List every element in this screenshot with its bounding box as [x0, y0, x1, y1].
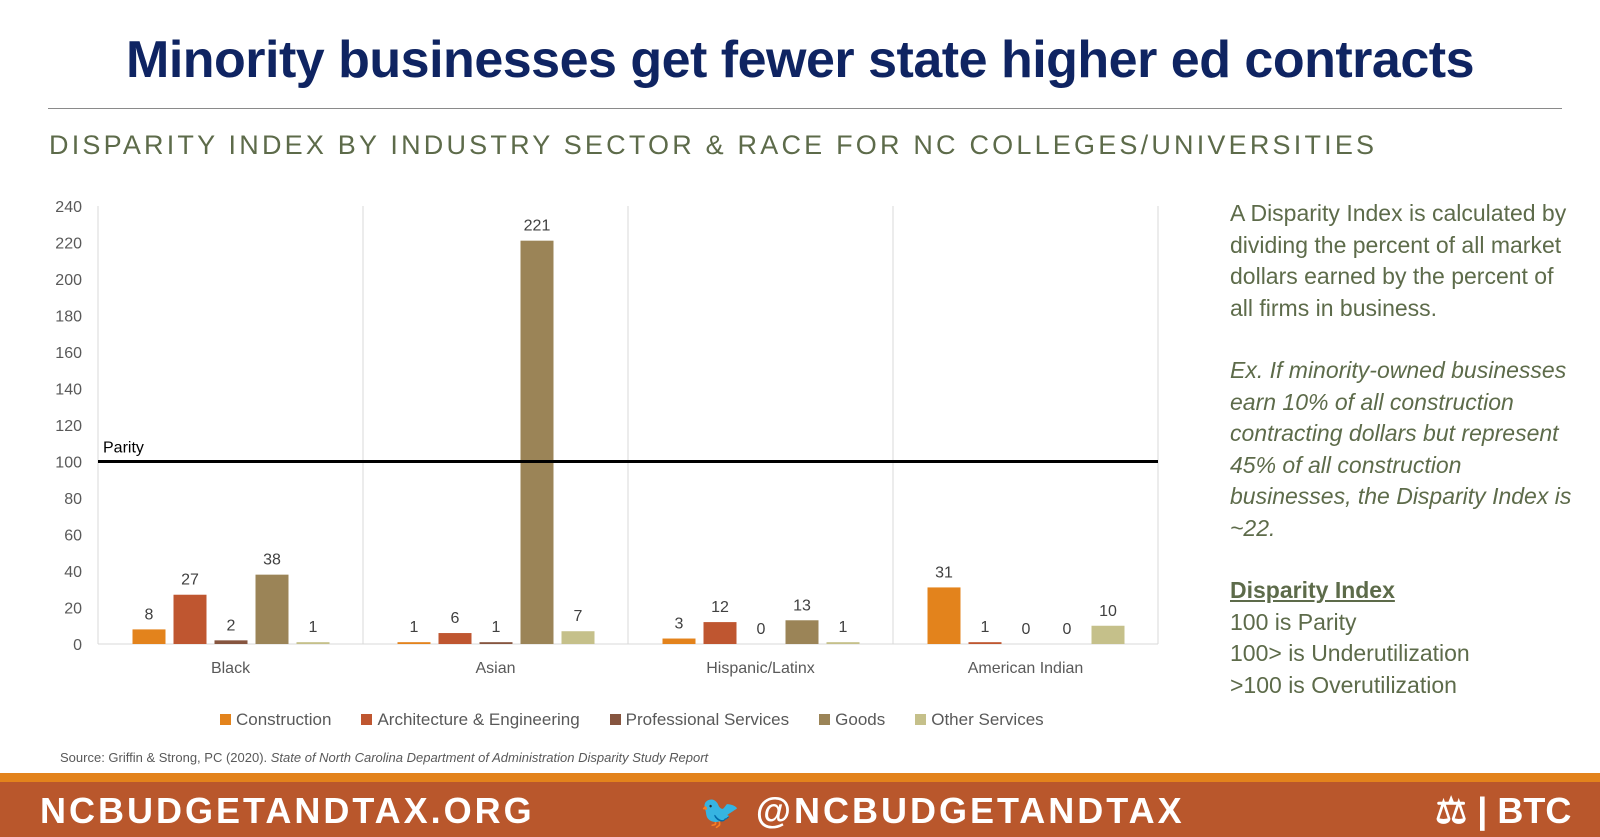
legend-item: Construction [220, 710, 331, 730]
source-title: State of North Carolina Department of Ad… [270, 750, 709, 765]
y-tick-label: 140 [55, 382, 82, 399]
y-tick-label: 180 [55, 309, 82, 326]
legend-label: Goods [835, 710, 886, 729]
bar [1091, 625, 1125, 644]
bar-chart: 020406080100120140160180200220240Black82… [55, 199, 1159, 677]
bar [968, 642, 1002, 644]
data-label: 8 [145, 606, 154, 623]
data-label: 0 [757, 621, 766, 638]
bar [255, 574, 289, 644]
page-title: Minority businesses get fewer state high… [126, 31, 1475, 89]
legend-item: Architecture & Engineering [361, 710, 580, 730]
key-line: >100 is Overutilization [1230, 671, 1457, 698]
legend-swatch [220, 714, 231, 725]
footer-bar: NCBUDGETANDTAX.ORG 🐦 @NCBUDGETANDTAX ⚖ |… [0, 782, 1600, 837]
bar [214, 640, 248, 644]
y-tick-label: 80 [64, 491, 82, 508]
legend-item: Goods [819, 710, 885, 730]
legend-swatch [361, 714, 373, 725]
key-heading: Disparity Index [1230, 577, 1395, 603]
y-tick-label: 220 [55, 236, 82, 253]
data-label: 1 [492, 619, 501, 636]
legend-label: Construction [236, 710, 332, 729]
logo-text: BTC [1497, 790, 1572, 831]
footer-stripe [0, 773, 1600, 782]
chart-legend: Construction Architecture & Engineering Pr… [220, 710, 1044, 730]
legend-label: Professional Services [625, 710, 790, 729]
legend-item: Other Services [915, 710, 1044, 730]
key-line: 100 is Parity [1230, 608, 1357, 635]
y-tick-label: 160 [55, 345, 82, 362]
bar [703, 622, 737, 644]
twitter-icon: 🐦 [700, 794, 743, 830]
data-label: 1 [410, 619, 419, 636]
bar [296, 642, 330, 644]
data-label: 10 [1099, 603, 1117, 620]
data-label: 13 [793, 597, 811, 614]
bar [520, 240, 554, 645]
legend-label: Other Services [931, 710, 1044, 729]
data-label: 0 [1063, 621, 1072, 638]
y-tick-label: 120 [55, 418, 82, 435]
data-label: 6 [451, 610, 460, 627]
data-label: 38 [263, 552, 281, 569]
chart-subtitle: DISPARITY INDEX BY INDUSTRY SECTOR & RAC… [49, 130, 1378, 160]
bar [561, 631, 595, 644]
source-text: Source: Griffin & Strong, PC (2020). [60, 750, 271, 765]
y-tick-label: 240 [55, 199, 82, 216]
data-label: 27 [181, 572, 199, 589]
bar [438, 633, 472, 644]
definition-text: A Disparity Index is calculated by divid… [1230, 200, 1567, 321]
y-tick-label: 0 [73, 637, 82, 654]
y-tick-label: 20 [64, 601, 82, 618]
legend-swatch [819, 714, 831, 725]
data-label: 3 [675, 616, 684, 633]
website-link[interactable]: NCBUDGETANDTAX.ORG [40, 790, 535, 831]
data-label: 7 [574, 608, 583, 625]
data-label: 1 [981, 619, 990, 636]
twitter-text: @NCBUDGETANDTAX [755, 790, 1185, 831]
x-tick-label: Black [211, 660, 251, 677]
data-label: 1 [839, 619, 848, 636]
y-tick-label: 100 [55, 455, 82, 472]
explanation-panel: A Disparity Index is calculated by divid… [1230, 198, 1575, 701]
data-label: 2 [227, 617, 236, 634]
bar [173, 594, 207, 644]
y-tick-label: 40 [64, 564, 82, 581]
title-divider [48, 108, 1562, 109]
y-tick-label: 200 [55, 272, 82, 289]
key-line: 100> is Underutilization [1230, 640, 1470, 666]
btc-logo: ⚖ | BTC [1435, 790, 1572, 831]
parity-label: Parity [103, 440, 144, 457]
bar [397, 642, 431, 644]
legend-swatch [609, 714, 621, 725]
x-tick-label: Asian [475, 660, 515, 677]
y-tick-label: 60 [64, 528, 82, 545]
bar [826, 642, 860, 644]
data-label: 12 [711, 599, 729, 616]
data-label: 1 [309, 619, 318, 636]
data-label: 0 [1022, 621, 1031, 638]
scales-icon: ⚖ [1435, 790, 1468, 831]
bar [785, 620, 819, 644]
data-label: 31 [935, 564, 953, 581]
x-tick-label: American Indian [968, 660, 1084, 677]
data-label: 221 [524, 218, 551, 235]
bar [479, 642, 513, 644]
bar [132, 629, 166, 644]
x-tick-label: Hispanic/Latinx [706, 660, 815, 677]
legend-label: Architecture & Engineering [377, 710, 580, 729]
example-text: Ex. If minority-owned businesses earn 10… [1230, 357, 1572, 541]
legend-swatch [915, 714, 927, 725]
legend-item: Professional Services [609, 710, 790, 730]
bar [927, 587, 961, 644]
twitter-handle[interactable]: 🐦 @NCBUDGETANDTAX [700, 790, 1185, 832]
source-citation: Source: Griffin & Strong, PC (2020). Sta… [60, 750, 708, 765]
bar [662, 638, 696, 644]
